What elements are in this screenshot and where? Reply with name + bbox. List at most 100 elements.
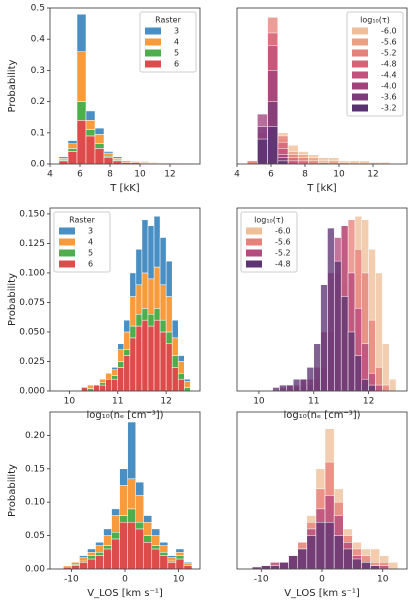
- histogram-bar: [119, 485, 128, 516]
- legend-swatch: [246, 227, 262, 235]
- axes-frame: [49, 207, 201, 392]
- x-tick-label: 6: [77, 170, 83, 180]
- legend-label: -5.6: [381, 38, 397, 47]
- histogram-bar: [297, 548, 308, 569]
- histogram-bar: [183, 562, 193, 564]
- histogram-bar: [112, 160, 123, 164]
- histogram-bar: [111, 538, 120, 569]
- y-tick-label: 0.150: [19, 209, 45, 219]
- x-tick-label: 10: [377, 575, 389, 585]
- histogram-bar: [129, 272, 137, 297]
- histogram-bar: [58, 160, 69, 164]
- histogram-bar: [347, 331, 356, 391]
- histogram-bar: [306, 367, 315, 391]
- legend-label: 6: [174, 60, 179, 69]
- histogram-bar: [135, 495, 144, 523]
- histogram-bar: [79, 557, 88, 562]
- legend-label: -6.0: [275, 227, 291, 236]
- histogram-bar: [63, 565, 72, 568]
- histogram-bar: [119, 521, 128, 569]
- histogram-bar: [333, 535, 344, 569]
- legend-label: 3: [88, 227, 93, 236]
- legend-title: log₁₀(τ): [254, 216, 284, 225]
- x-tick-label: 0: [319, 575, 325, 585]
- x-tick-label: 4: [47, 170, 53, 180]
- histogram-bar: [151, 535, 161, 546]
- x-tick-label: 12: [164, 170, 175, 180]
- x-tick-label: 10: [173, 575, 185, 585]
- histogram-bar: [103, 157, 114, 164]
- histogram-bar: [148, 162, 159, 164]
- histogram-bar: [165, 331, 173, 345]
- histogram-bar: [85, 135, 96, 164]
- histogram-bar: [95, 552, 104, 556]
- histogram-bar: [85, 120, 96, 130]
- y-tick-label: 0.125: [19, 239, 45, 249]
- histogram-bar: [175, 558, 185, 569]
- legend-swatch: [352, 49, 368, 57]
- legend-label: 3: [174, 27, 179, 36]
- y-tick-label: 0.000: [19, 387, 45, 397]
- legend-swatch: [352, 71, 368, 79]
- legend-label: -5.2: [381, 49, 397, 58]
- histogram-bar: [171, 337, 179, 356]
- x-tick-label: 8: [107, 170, 113, 180]
- legend-label: -4.8: [275, 260, 291, 269]
- x-tick-label: 12: [363, 397, 374, 407]
- histogram-bar: [270, 565, 280, 569]
- histogram-bar: [261, 565, 271, 569]
- histogram-bar: [165, 260, 173, 297]
- x-tick-label: 6: [268, 170, 274, 180]
- histogram-bar: [334, 260, 342, 391]
- histogram-bar: [87, 384, 94, 389]
- histogram-bar: [111, 367, 118, 370]
- histogram-bar: [127, 521, 136, 569]
- histogram-bar: [327, 227, 335, 391]
- histogram-bar: [167, 555, 177, 558]
- histogram-bar: [370, 565, 380, 569]
- histogram-bar: [130, 161, 141, 163]
- histogram-bar: [324, 521, 335, 569]
- histogram-bar: [328, 160, 340, 164]
- histogram-bar: [165, 343, 173, 391]
- histogram-bar: [123, 331, 131, 350]
- histogram-bar: [143, 521, 153, 536]
- histogram-bar: [147, 314, 155, 327]
- histogram-bar: [354, 355, 363, 391]
- histogram-bar: [87, 555, 96, 560]
- histogram-bar: [361, 378, 369, 391]
- histogram-bar: [159, 555, 169, 569]
- histogram-bar: [153, 216, 161, 268]
- legend-swatch: [145, 49, 161, 57]
- histogram-bar: [79, 562, 88, 569]
- histogram-bar: [99, 384, 106, 391]
- histogram-bar: [338, 162, 350, 164]
- histogram-bar: [143, 515, 153, 523]
- histogram-bar: [379, 565, 390, 569]
- legend-swatch: [352, 27, 368, 35]
- legend-title: Raster: [155, 16, 182, 25]
- histogram-bar: [67, 140, 78, 144]
- legend-swatch: [59, 249, 75, 257]
- legend-label: -3.6: [381, 93, 397, 102]
- histogram-bar: [93, 384, 100, 391]
- histogram-bar: [340, 296, 349, 391]
- histogram-bar: [147, 225, 155, 280]
- plot-area: [246, 17, 391, 164]
- histogram-bar: [279, 384, 287, 391]
- histogram-bar: [94, 127, 105, 135]
- histogram-bar: [103, 152, 114, 157]
- legend-label: -5.6: [275, 238, 291, 247]
- x-tick-label: 10: [253, 397, 265, 407]
- plot-area: [58, 13, 195, 164]
- histogram-bar: [58, 156, 69, 159]
- histogram-bar: [123, 355, 131, 391]
- histogram-bar: [159, 237, 167, 285]
- legend-swatch: [352, 60, 368, 68]
- histogram-bar: [95, 555, 104, 569]
- histogram-bar: [175, 555, 185, 560]
- legend-box: [53, 211, 111, 273]
- histogram-bar: [103, 535, 112, 546]
- panel: -10 0 10 V_LOS [km s⁻¹]: [236, 411, 408, 599]
